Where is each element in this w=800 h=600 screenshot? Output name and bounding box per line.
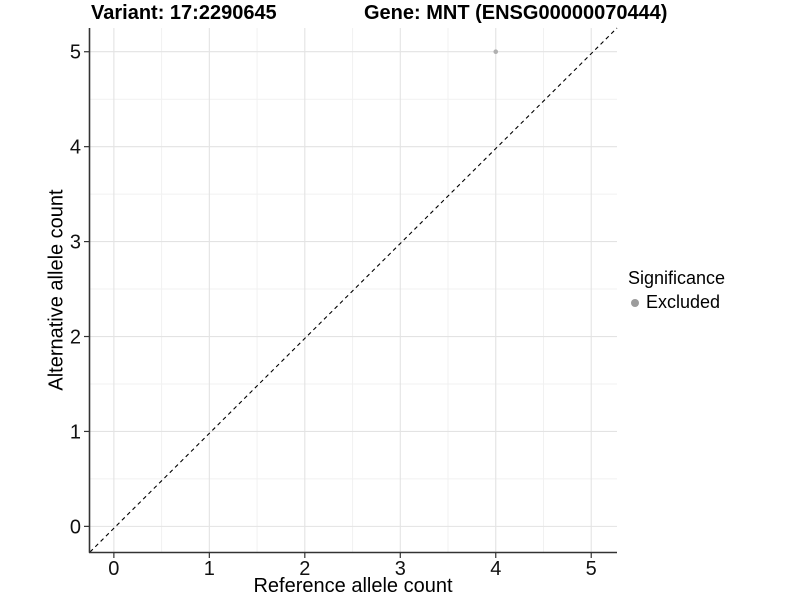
y-tick-label: 3: [70, 232, 81, 254]
x-tick-label: 0: [108, 558, 119, 580]
y-tick-label: 5: [70, 42, 81, 64]
legend-point-icon: [631, 298, 639, 307]
x-axis-title: Reference allele count: [253, 575, 453, 597]
x-tick-label: 4: [490, 558, 501, 580]
x-tick-label: 1: [204, 558, 215, 580]
gene-title: Gene: MNT (ENSG00000070444): [364, 2, 668, 24]
legend: Significance Excluded: [628, 268, 725, 313]
y-tick-label: 0: [70, 516, 81, 538]
identity-line: [89, 27, 618, 553]
legend-item-excluded: Excluded: [628, 292, 725, 313]
y-tick-label: 1: [70, 421, 81, 443]
legend-item-label: Excluded: [646, 292, 721, 312]
x-tick-label: 2: [299, 558, 310, 580]
y-tick-label: 2: [70, 327, 81, 349]
legend-title: Significance: [628, 268, 726, 288]
variant-title: Variant: 17:2290645: [91, 2, 277, 24]
x-tick-label: 5: [586, 558, 597, 580]
data-point: [493, 49, 499, 55]
y-axis-title: Alternative allele count: [45, 189, 68, 391]
x-tick-label: 3: [395, 558, 406, 580]
y-tick-label: 4: [70, 137, 81, 159]
